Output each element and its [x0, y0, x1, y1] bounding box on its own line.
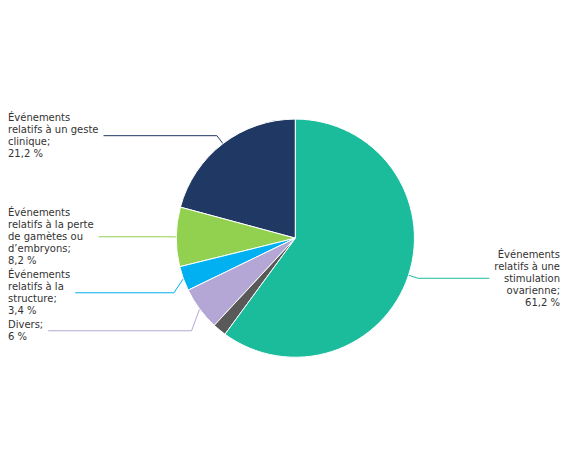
svg-text:ovarienne;: ovarienne; [507, 285, 560, 296]
svg-text:Divers;: Divers; [8, 319, 43, 330]
svg-text:de gamètes ou: de gamètes ou [8, 231, 83, 242]
svg-text:Événements: Événements [8, 111, 70, 123]
svg-text:Événements: Événements [498, 248, 560, 260]
svg-text:61,2 %: 61,2 % [525, 297, 560, 308]
svg-text:relatifs à une: relatifs à une [494, 261, 560, 272]
svg-text:Événements: Événements [8, 206, 70, 218]
svg-text:8,2 %: 8,2 % [8, 255, 37, 266]
svg-text:structure;: structure; [8, 293, 57, 304]
svg-text:clinique;: clinique; [8, 136, 50, 147]
svg-text:6 %: 6 % [8, 331, 27, 342]
svg-text:d’embryons;: d’embryons; [8, 243, 71, 254]
svg-text:stimulation: stimulation [504, 273, 560, 284]
svg-text:relatifs à la: relatifs à la [8, 281, 64, 292]
svg-text:relatifs à un geste: relatifs à un geste [8, 124, 99, 135]
svg-text:3,4 %: 3,4 % [8, 305, 37, 316]
svg-text:21,2 %: 21,2 % [8, 148, 43, 159]
svg-text:Événements: Événements [8, 268, 70, 280]
svg-text:relatifs à la perte: relatifs à la perte [8, 219, 94, 230]
